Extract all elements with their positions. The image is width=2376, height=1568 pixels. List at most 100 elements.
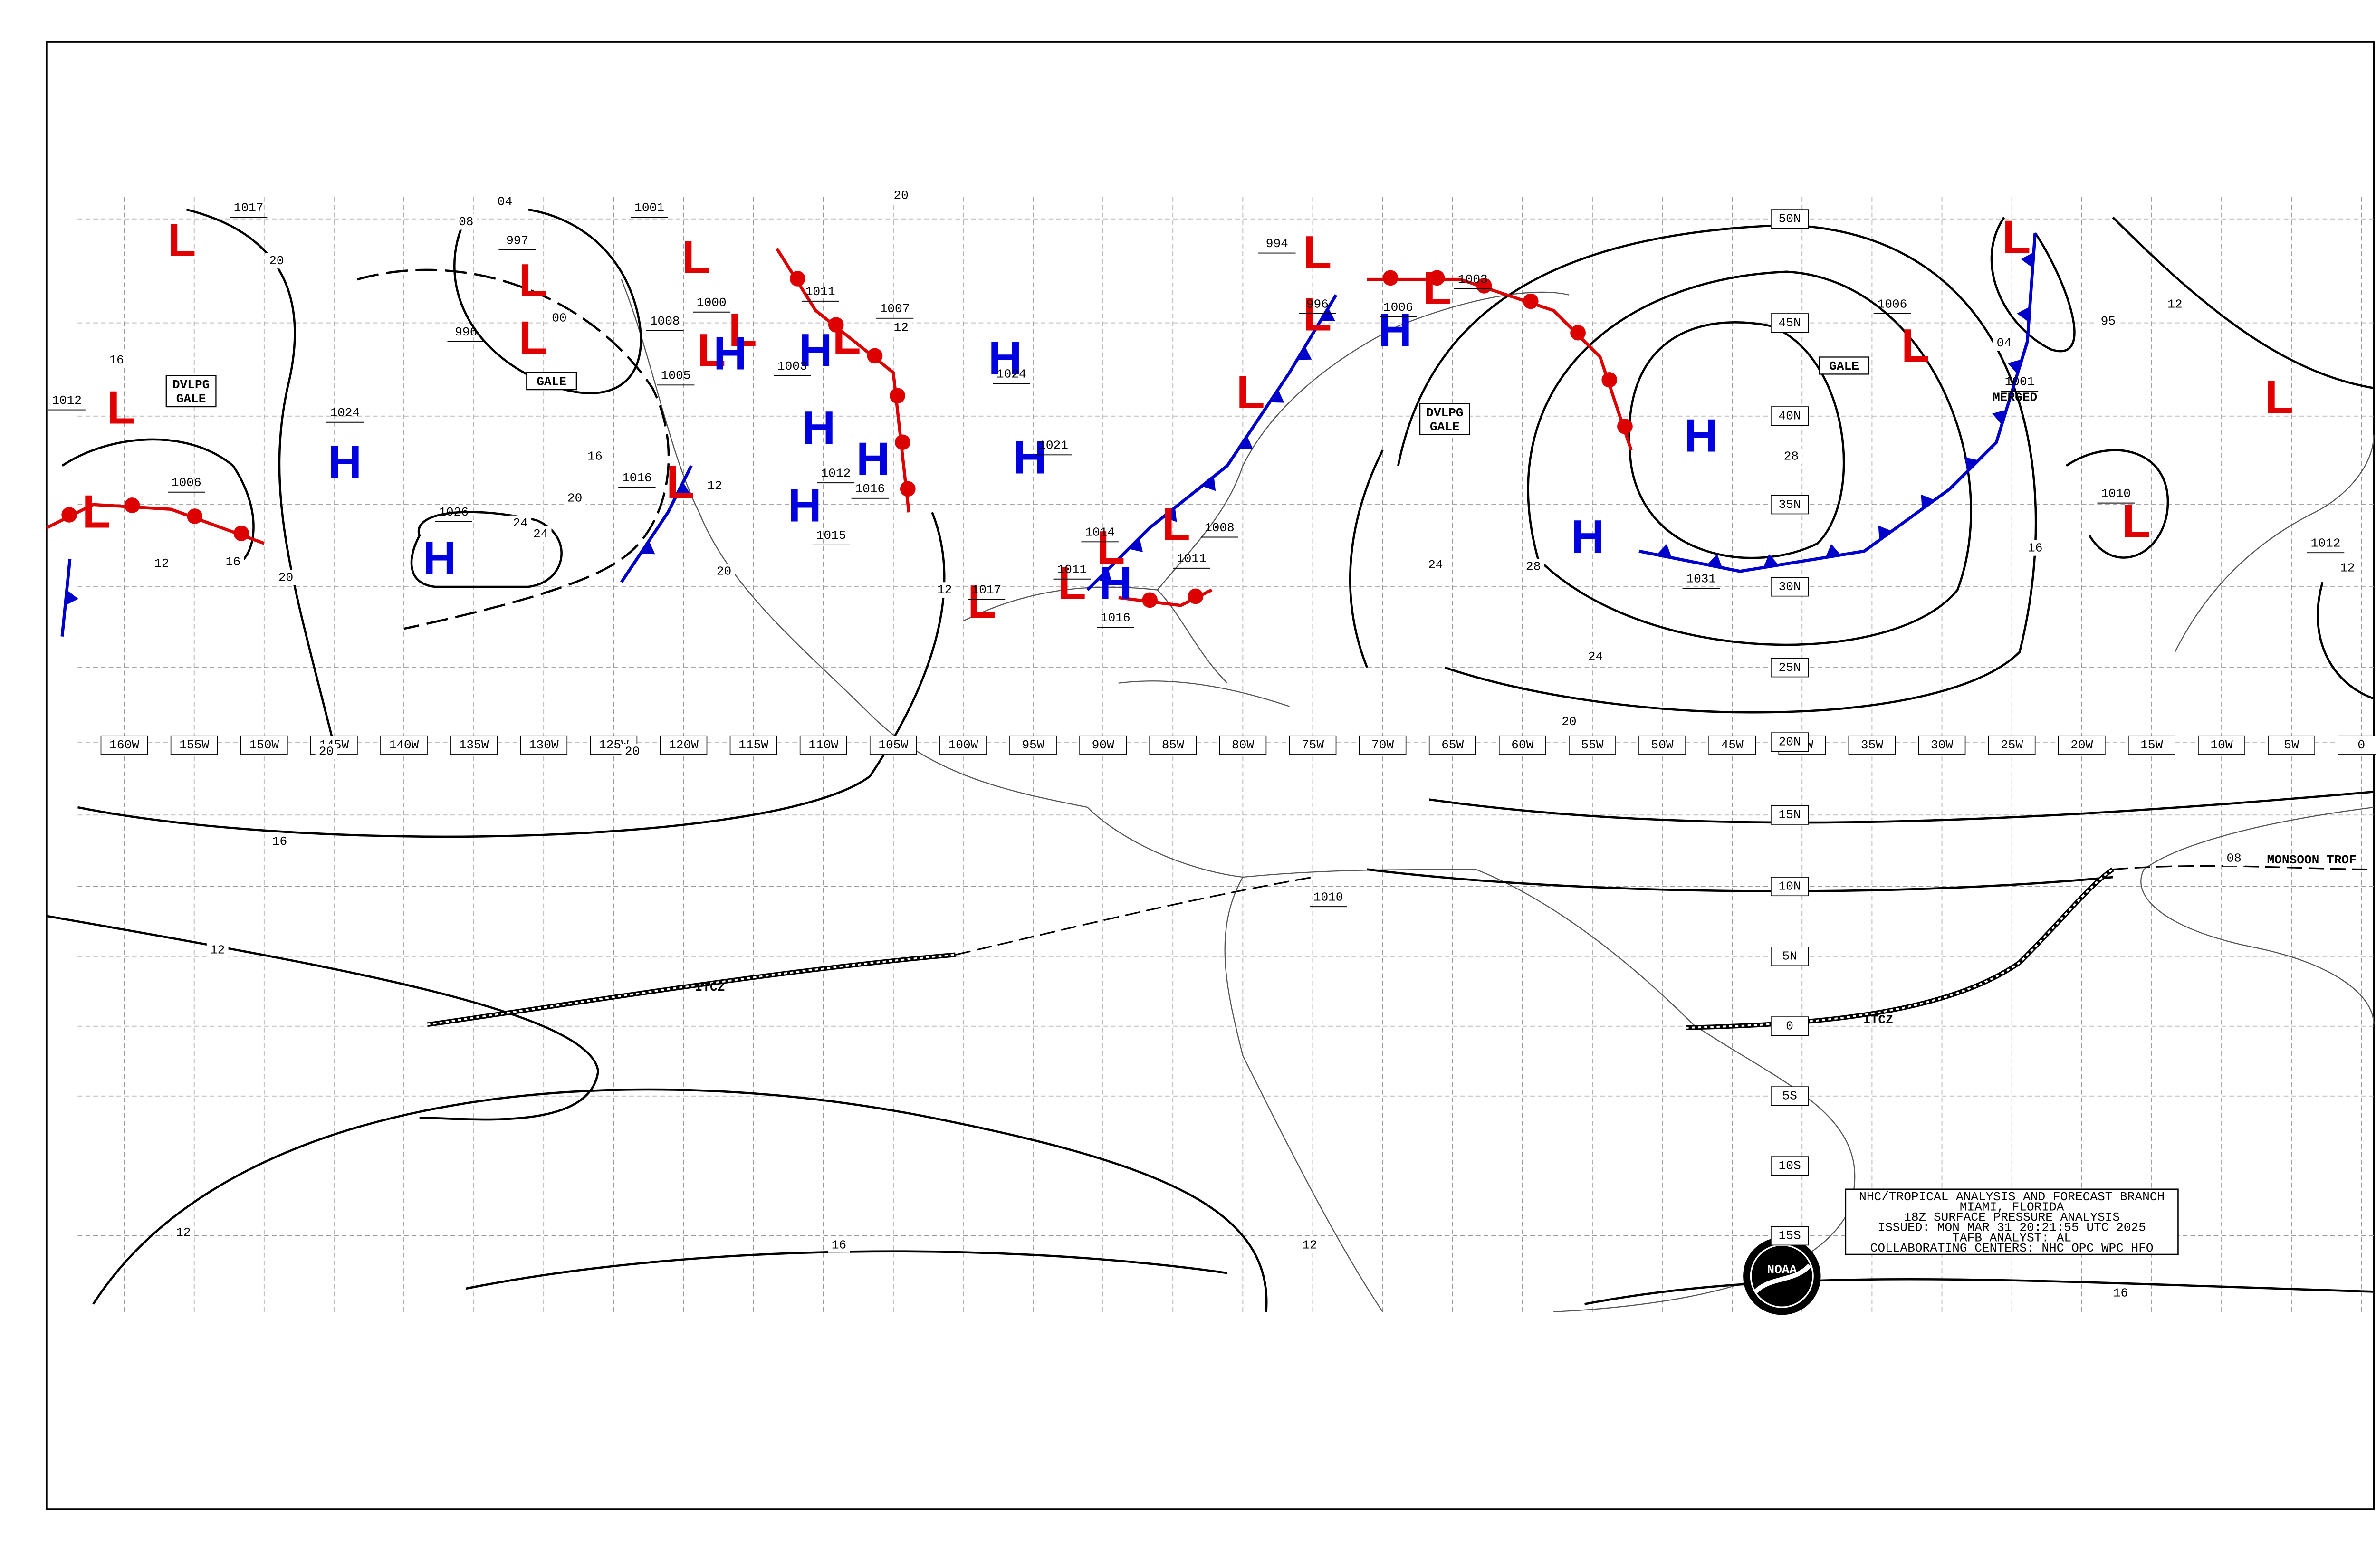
- isobar-label-bg: [206, 942, 229, 958]
- coastlines: [621, 279, 2375, 1313]
- lon-label: 80W: [1232, 738, 1254, 752]
- lat-label-box: [1771, 658, 1809, 678]
- isobar-label-bg: [2024, 540, 2046, 556]
- lat-label-box: [1771, 577, 1809, 597]
- lon-label: 155W: [179, 738, 209, 752]
- lon-label: 50W: [1651, 738, 1674, 752]
- lon-label: 0: [2357, 738, 2365, 752]
- warm-front-barb: [890, 388, 905, 404]
- warm-front-barb: [1601, 372, 1618, 388]
- labels: 160W155W150W145W140W135W130W125W120W115W…: [48, 188, 2376, 1301]
- isobars: [46, 208, 2375, 1312]
- pressure-center: L: [2002, 210, 2031, 263]
- pressure-center: L: [1162, 498, 1190, 550]
- isobar-label: 16: [2028, 541, 2042, 555]
- lat-label: 40N: [1779, 409, 1801, 423]
- fronts: [46, 232, 2374, 1030]
- info-box: [1845, 1188, 2179, 1255]
- isobar-label: 20: [269, 254, 284, 268]
- lon-label: 30W: [1931, 738, 1953, 752]
- cold-front-barb: [676, 482, 691, 496]
- isobar-label-bg: [621, 744, 643, 759]
- lon-label-box: [660, 735, 708, 755]
- cold-front-barb: [1763, 554, 1779, 568]
- isobar-label-bg: [275, 570, 297, 585]
- isobar-label-bg: [2164, 296, 2186, 312]
- lon-label: 5W: [2284, 738, 2299, 752]
- pressure-value: 996: [455, 325, 477, 339]
- lat-label: 35N: [1779, 497, 1801, 512]
- info-line: MIAMI, FLORIDA: [1960, 1200, 2064, 1214]
- warm-front-barb: [124, 497, 140, 513]
- lon-label: 135W: [459, 738, 489, 752]
- pressure-value: 1010: [2101, 487, 2131, 501]
- lon-label-box: [729, 735, 777, 755]
- pressure-center: H: [1099, 557, 1132, 609]
- lon-label-box: [380, 735, 428, 755]
- isobar-label: 12: [154, 556, 169, 571]
- pressure-center: H: [1571, 510, 1605, 563]
- pressure-value: 1008: [1205, 521, 1235, 535]
- pressure-value: 1006: [172, 476, 201, 490]
- annotation: MERGED: [1993, 390, 2037, 404]
- lon-label-box: [1079, 735, 1127, 755]
- isobar-label: 28: [1784, 449, 1799, 464]
- annotation-box: [1819, 356, 1870, 375]
- isobar-label: 16: [226, 555, 240, 569]
- cold-front-barb: [1202, 476, 1216, 491]
- warm-front-barb: [233, 526, 249, 541]
- isobar-label: 20: [893, 189, 908, 203]
- lon-label-box: [1219, 735, 1267, 755]
- front-line: [1367, 277, 1633, 451]
- pressure-center: L: [1303, 226, 1332, 278]
- pressure-center: L: [107, 382, 135, 434]
- cold-front-barb: [1163, 507, 1177, 522]
- pressure-value: 994: [1266, 237, 1288, 251]
- warm-front-barb: [828, 317, 844, 333]
- isobar-label-bg: [1299, 1237, 1321, 1253]
- warm-front-barb: [900, 481, 916, 497]
- cold-front-barb: [2021, 252, 2034, 268]
- cold-front-barb: [1964, 457, 1979, 471]
- isobar-label: 16: [2113, 1286, 2128, 1300]
- isobar-label-bg: [172, 1224, 194, 1241]
- isobar-label: 04: [1997, 336, 2012, 350]
- isobar-label: 12: [2167, 297, 2182, 311]
- lat-label: 30N: [1779, 580, 1801, 594]
- pressure-value: 1021: [1038, 439, 1068, 453]
- pressure-center: H: [802, 402, 835, 454]
- isobar-label-bg: [529, 526, 552, 542]
- lat-label: 5N: [1782, 949, 1797, 964]
- lat-label-box: [1771, 495, 1809, 515]
- info-line: NHC/TROPICAL ANALYSIS AND FORECAST BRANC…: [1859, 1190, 2165, 1204]
- annotation: GALE: [1430, 420, 1460, 434]
- lon-label: 70W: [1371, 738, 1394, 752]
- pressure-center: H: [988, 332, 1022, 384]
- cold-front-barb: [1320, 307, 1335, 321]
- pressure-center: H: [328, 436, 362, 488]
- lat-label-box: [1771, 877, 1809, 897]
- isobar-label-bg: [509, 515, 532, 531]
- pressure-center: H: [423, 532, 457, 584]
- logo-text: NOAA: [1767, 1263, 1797, 1277]
- front-line: [1638, 232, 2037, 573]
- isobar-label: 95: [2101, 314, 2116, 328]
- lat-label-box: [1771, 313, 1809, 333]
- lon-label: 55W: [1581, 738, 1603, 752]
- lat-label-box: [1771, 406, 1809, 426]
- pressure-value: 1017: [972, 583, 1002, 597]
- annotation: MONSOON TROF: [2267, 853, 2357, 867]
- isobar-label-bg: [2336, 560, 2358, 576]
- isobar-label: 20: [567, 491, 582, 506]
- lon-label-box: [1848, 735, 1896, 755]
- pressure-value: 1012: [52, 393, 82, 408]
- lon-label-box: [1708, 735, 1756, 755]
- isobar-label-bg: [933, 582, 956, 598]
- lon-label-box: [520, 735, 568, 755]
- info-line: TAFB ANALYST: AL: [1952, 1231, 2071, 1245]
- pressure-value: 1011: [1057, 563, 1087, 577]
- isobar-label-bg: [2109, 1285, 2132, 1301]
- pressure-center: L: [2265, 371, 2293, 423]
- cold-front-barb: [1825, 544, 1841, 558]
